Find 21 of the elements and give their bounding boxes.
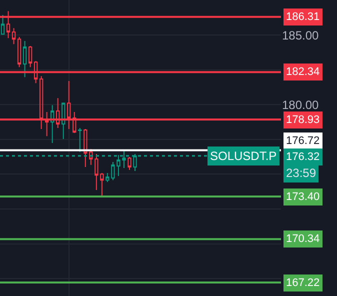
- candlestick: [28, 46, 32, 68]
- ref-line-label: 167.22: [286, 277, 320, 289]
- candlestick: [0, 14, 5, 35]
- ref-line-label: 182.34: [286, 66, 320, 78]
- y-tick-label: 180.00: [282, 98, 320, 112]
- ref-line-label: 170.34: [286, 233, 320, 245]
- annotation: SOLUSDT.P: [210, 149, 277, 163]
- y-tick-label: 185.00: [282, 28, 320, 42]
- candlestick: [12, 28, 16, 45]
- ref-line-label: 173.40: [286, 191, 320, 203]
- ref-line-label: 186.31: [286, 11, 320, 23]
- text: 23:59: [286, 166, 316, 180]
- candlestick: [50, 104, 54, 144]
- ref-line-label: 176.32: [286, 151, 320, 163]
- candlestick: [78, 128, 82, 152]
- ref-line-label: 178.93: [286, 114, 320, 126]
- candlestick: [62, 102, 66, 140]
- candlestick: [22, 40, 27, 78]
- ref-line-label: 176.72: [286, 135, 320, 147]
- candlestick: [128, 156, 132, 170]
- candlestick: [17, 36, 22, 68]
